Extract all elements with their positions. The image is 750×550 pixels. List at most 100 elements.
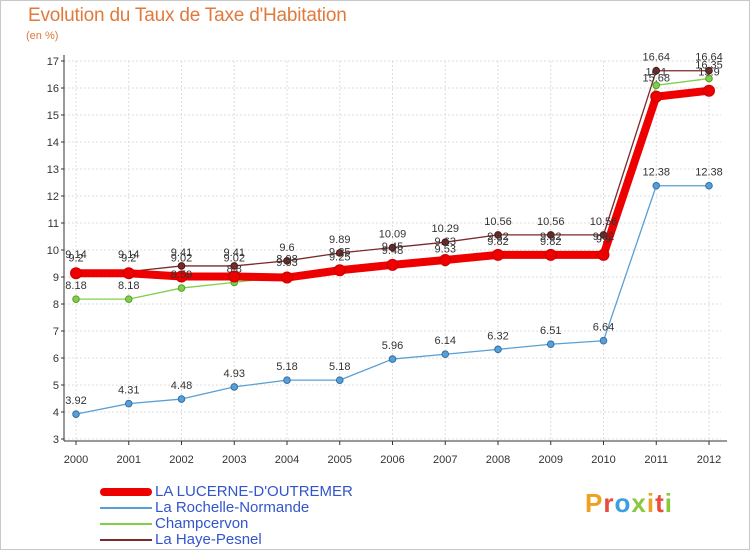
data-label: 9.48 <box>382 245 403 257</box>
data-point <box>230 262 239 270</box>
x-tick-label: 2001 <box>117 454 141 466</box>
data-label: 10.56 <box>537 216 565 228</box>
data-label: 8.18 <box>118 280 139 292</box>
data-point <box>122 267 135 280</box>
data-label: 16.64 <box>642 52 670 64</box>
data-point <box>703 84 715 97</box>
legend-swatch <box>100 523 152 525</box>
y-tick-label: 17 <box>47 56 59 68</box>
brand-logo: Proxiti <box>585 488 673 519</box>
data-point <box>335 249 344 257</box>
data-point <box>599 336 608 345</box>
data-point <box>597 248 610 261</box>
brand-letter: P <box>585 488 604 518</box>
data-point <box>705 66 713 75</box>
legend-swatch <box>100 488 152 496</box>
data-point <box>705 74 713 83</box>
x-tick-label: 2004 <box>275 454 299 466</box>
data-point <box>72 295 80 303</box>
x-tick-label: 2008 <box>486 454 510 466</box>
data-label: 4.48 <box>171 380 192 392</box>
data-label: 9.82 <box>540 231 561 243</box>
legend-label: La Haye-Pesnel <box>155 531 262 548</box>
x-tick-label: 2010 <box>591 454 615 466</box>
data-label: 16.1 <box>646 66 667 78</box>
data-label: 9.41 <box>171 247 192 259</box>
data-label: 9.89 <box>329 234 350 246</box>
data-label: 6.14 <box>435 335 456 347</box>
x-tick-label: 2005 <box>328 454 352 466</box>
data-label: 9.41 <box>224 247 245 259</box>
data-point <box>175 270 188 283</box>
y-tick-label: 9 <box>53 272 59 284</box>
data-label: 9.45 <box>382 241 403 253</box>
chart-subtitle: (en %) <box>26 30 59 42</box>
legend-label: La Rochelle-Normande <box>155 499 310 516</box>
data-label: 6.51 <box>540 325 561 337</box>
data-label: 9.2 <box>68 253 83 265</box>
data-label: 8.8 <box>227 263 242 275</box>
data-point <box>441 350 450 359</box>
data-label: 10.09 <box>379 229 407 241</box>
data-point <box>70 267 82 280</box>
data-label: 5.96 <box>382 340 403 352</box>
y-tick-label: 16 <box>47 83 59 95</box>
data-point <box>492 248 504 261</box>
series-0 <box>70 84 715 284</box>
data-point <box>124 295 133 303</box>
brand-letter: i <box>646 488 656 518</box>
x-tick-label: 2011 <box>644 454 668 466</box>
data-label: 12.38 <box>642 167 670 179</box>
data-label: 5.18 <box>276 361 297 373</box>
legend-label: LA LUCERNE-D'OUTREMER <box>155 483 353 500</box>
chart-title: Evolution du Taux de Taxe d'Habitation <box>28 5 347 26</box>
y-tick-label: 6 <box>53 353 59 365</box>
data-point <box>652 66 661 75</box>
y-tick-label: 10 <box>47 245 59 257</box>
data-label: 9.02 <box>171 252 192 264</box>
data-point <box>281 271 293 284</box>
data-label: 10.56 <box>484 216 512 228</box>
legend-label: Champcervon <box>155 515 249 532</box>
data-label: 6.32 <box>487 330 508 342</box>
data-label: 8.59 <box>171 269 192 281</box>
data-label: 4.31 <box>118 385 139 397</box>
y-tick-label: 5 <box>53 380 59 392</box>
data-label: 9.14 <box>118 249 139 261</box>
data-point <box>177 395 186 403</box>
data-label: 9.9 <box>596 234 611 246</box>
legend-swatch <box>100 507 152 509</box>
data-point <box>335 376 344 384</box>
data-label: 9.82 <box>487 231 508 243</box>
data-label: 9.53 <box>435 244 456 256</box>
data-point <box>386 258 399 271</box>
data-label: 8.98 <box>276 254 297 266</box>
x-tick-label: 2007 <box>433 454 457 466</box>
data-label: 16.64 <box>695 52 723 64</box>
data-label: 9.02 <box>224 252 245 264</box>
brand-letter: t <box>655 488 665 518</box>
data-point <box>230 383 239 391</box>
x-tick-label: 2002 <box>169 454 193 466</box>
data-label: 9.6 <box>279 242 294 254</box>
data-point <box>124 399 133 408</box>
data-point <box>177 284 186 292</box>
data-point <box>388 355 397 363</box>
x-tick-label: 2012 <box>697 454 721 466</box>
data-point <box>72 410 80 418</box>
x-tick-label: 2006 <box>380 454 404 466</box>
y-tick-label: 3 <box>53 434 59 446</box>
data-point <box>544 248 557 261</box>
y-tick-label: 14 <box>47 137 59 149</box>
y-tick-label: 13 <box>47 164 59 176</box>
legend-swatch <box>100 539 152 541</box>
data-point <box>333 264 346 277</box>
data-point <box>546 340 555 349</box>
data-label: 9.63 <box>435 236 456 248</box>
brand-letter: x <box>631 488 647 518</box>
x-tick-label: 2003 <box>222 454 246 466</box>
brand-letter: o <box>614 488 632 518</box>
data-point <box>494 231 502 239</box>
data-label: 3.92 <box>65 395 86 407</box>
data-point <box>652 181 661 190</box>
